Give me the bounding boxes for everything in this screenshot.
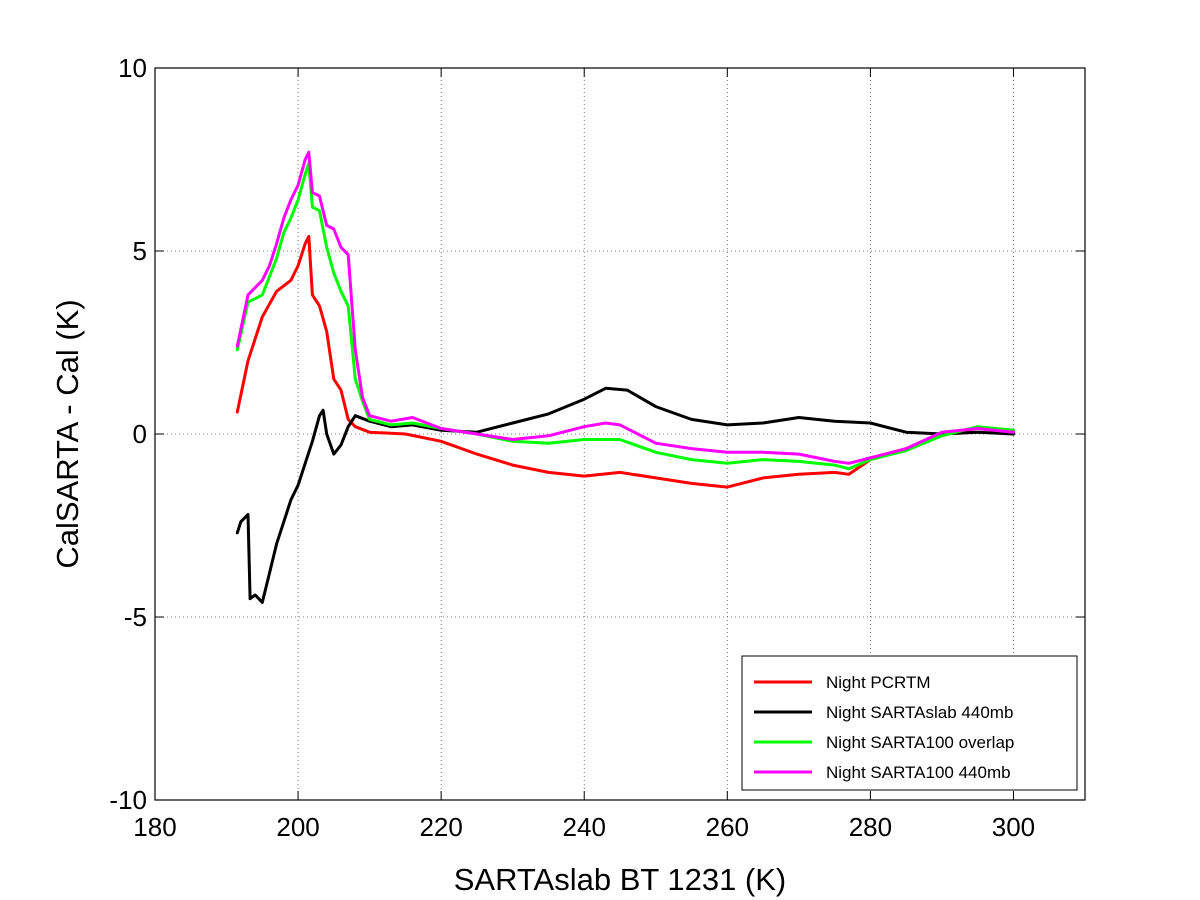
series-line-4 (235, 150, 1015, 465)
x-axis-label: SARTAslab BT 1231 (K) (454, 862, 787, 897)
legend-box (741, 655, 1078, 791)
x-tick-label: 220 (419, 812, 462, 842)
x-tick-label: 300 (992, 812, 1035, 842)
grid (155, 68, 1085, 800)
legend-label: Night SARTAslab 440mb (826, 703, 1013, 722)
x-tick-label: 260 (706, 812, 749, 842)
legend-label: Night PCRTM (826, 673, 931, 692)
y-tick-label: -5 (124, 602, 147, 632)
y-tick-label: 0 (133, 419, 147, 449)
x-tick-label: 280 (849, 812, 892, 842)
legend: Night PCRTM Night SARTAslab 440mb Night SA… (741, 655, 1078, 791)
legend-label: Night SARTA100 440mb (826, 763, 1011, 782)
ticks: 180 200 220 240 260 280 300 -10 -5 0 5 10 (109, 53, 1085, 842)
series-line-1 (235, 234, 1015, 489)
x-tick-label: 240 (563, 812, 606, 842)
y-tick-label: 5 (133, 236, 147, 266)
y-axis-label: CalSARTA - Cal (K) (50, 299, 85, 568)
y-tick-label: 10 (118, 53, 147, 83)
x-tick-label: 200 (276, 812, 319, 842)
series-line-2 (235, 386, 1015, 604)
y-tick-label: -10 (109, 785, 147, 815)
legend-label: Night SARTA100 overlap (826, 733, 1014, 752)
series-layer (235, 150, 1015, 604)
x-tick-label: 180 (133, 812, 176, 842)
series-line-3 (235, 161, 1015, 471)
